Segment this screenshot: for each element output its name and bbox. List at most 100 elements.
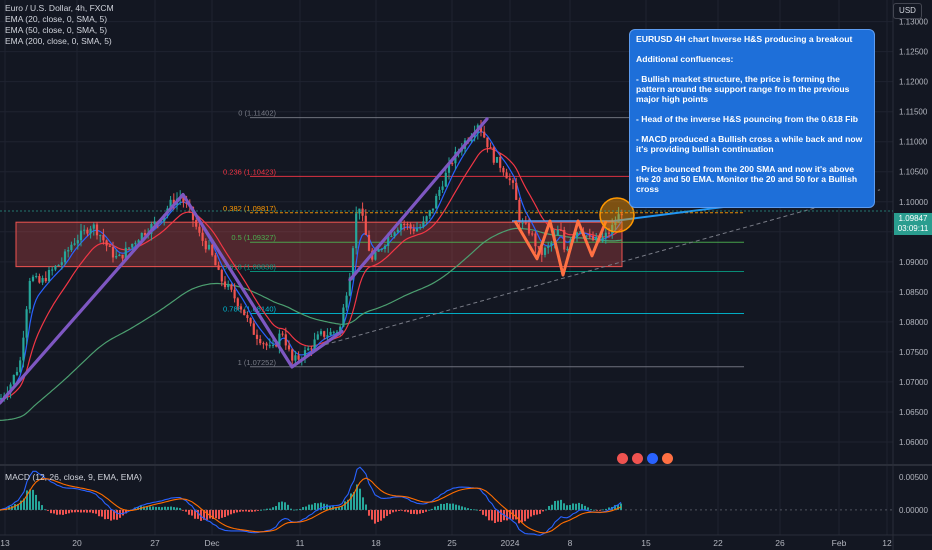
macd-histogram-bar: [272, 507, 274, 510]
candle-body: [486, 137, 489, 148]
globe-icon[interactable]: [647, 453, 658, 464]
candle-body: [332, 331, 335, 333]
candle-body: [236, 298, 239, 307]
macd-histogram-bar: [95, 509, 97, 514]
candle-body: [169, 199, 172, 209]
macd-histogram-bar: [80, 509, 82, 513]
candle-body: [201, 232, 204, 241]
macd-legend[interactable]: MACD (12, 26, close, 9, EMA, EMA): [5, 472, 142, 482]
candle-body: [431, 208, 435, 211]
macd-histogram-bar: [401, 509, 403, 511]
candle-body: [524, 222, 527, 224]
ema20-legend[interactable]: EMA (20, close, 0, SMA, 5): [5, 14, 108, 24]
candle-body: [255, 334, 259, 339]
macd-histogram-bar: [548, 506, 550, 510]
annotation-point-1: - Bullish market structure, the price is…: [636, 74, 850, 104]
macd-histogram-bar: [155, 506, 157, 510]
y-tick-label: 1.10000: [899, 198, 928, 207]
symbol-title[interactable]: Euro / U.S. Dollar, 4h, FXCM: [5, 3, 114, 13]
bar-countdown: 03:09:11: [897, 224, 929, 233]
macd-histogram-bar: [14, 504, 16, 510]
annotation-point-4: - Price bounced from the 200 SMA and now…: [636, 164, 858, 194]
ema50-legend[interactable]: EMA (50, close, 0, SMA, 5): [5, 25, 108, 35]
currency-button[interactable]: USD: [893, 3, 922, 19]
macd-histogram-bar: [20, 500, 22, 510]
annotation-callout[interactable]: EURUSD 4H chart Inverse H&S producing a …: [629, 29, 875, 208]
flag-icon[interactable]: [617, 453, 628, 464]
candle-body: [310, 348, 313, 350]
macd-histogram-bar: [257, 509, 259, 511]
candle-body: [383, 245, 387, 249]
candle-body: [406, 224, 409, 226]
flag-icon-2[interactable]: [632, 453, 643, 464]
candle-body: [124, 247, 127, 259]
candle-body: [355, 213, 358, 249]
macd-histogram-bar: [182, 509, 184, 511]
x-tick-label: 15: [641, 538, 651, 548]
event-icon[interactable]: [662, 453, 673, 464]
macd-histogram-bar: [389, 509, 391, 515]
candle-body: [313, 339, 316, 350]
macd-histogram-bar: [149, 506, 151, 510]
macd-histogram-bar: [569, 504, 571, 510]
candle-body: [415, 228, 419, 232]
macd-histogram-bar: [404, 509, 406, 512]
candle-body: [335, 331, 339, 333]
candle-body: [563, 229, 566, 250]
macd-histogram-bar: [566, 505, 568, 510]
macd-histogram-bar: [311, 504, 313, 510]
macd-histogram-bar: [197, 509, 199, 519]
candle-body: [99, 235, 102, 237]
ema200-legend[interactable]: EMA (200, close, 0, SMA, 5): [5, 36, 112, 46]
macd-histogram-bar: [446, 503, 448, 510]
candle-body: [195, 219, 198, 227]
macd-histogram-bar: [266, 508, 268, 510]
macd-histogram-bar: [74, 509, 76, 513]
macd-histogram-bar: [488, 509, 490, 521]
candle-body: [374, 251, 377, 260]
macd-histogram-bar: [356, 484, 358, 510]
annotation-point-2: - Head of the inverse H&S pouncing from …: [636, 114, 859, 124]
macd-histogram-bar: [368, 509, 370, 516]
macd-histogram-bar: [347, 499, 349, 510]
macd-histogram-bar: [614, 505, 616, 510]
breakout-highlight: [599, 197, 635, 233]
macd-histogram-bar: [23, 498, 25, 510]
candle-body: [396, 229, 399, 233]
candle-body: [483, 131, 486, 138]
macd-histogram-bar: [620, 503, 622, 510]
candle-body: [252, 323, 255, 335]
macd-histogram-bar: [248, 509, 250, 512]
candle-body: [67, 250, 70, 252]
fib-level-label: 0.382 (1.09817): [223, 204, 276, 213]
macd-histogram-bar: [194, 509, 196, 519]
macd-histogram-bar: [158, 506, 160, 510]
candle-body: [217, 265, 220, 270]
macd-histogram-bar: [212, 509, 214, 520]
macd-histogram-bar: [422, 509, 424, 513]
candle-body: [111, 246, 115, 258]
candle-body: [63, 251, 67, 263]
macd-histogram-bar: [425, 509, 427, 512]
macd-histogram-bar: [269, 508, 271, 510]
y-tick-label: 1.09000: [899, 258, 928, 267]
macd-histogram-bar: [449, 503, 451, 510]
candle-body: [566, 249, 569, 251]
candle-body: [291, 349, 294, 361]
candle-body: [230, 284, 233, 290]
macd-histogram-bar: [137, 507, 139, 510]
macd-histogram-bar: [263, 509, 265, 511]
candle-body: [531, 233, 534, 235]
macd-histogram-bar: [380, 509, 382, 521]
candle-body: [259, 338, 262, 344]
candle-body: [60, 262, 63, 265]
candle-body: [620, 214, 623, 216]
macd-histogram-bar: [305, 506, 307, 510]
macd-histogram-bar: [581, 504, 583, 510]
macd-histogram-bar: [206, 509, 208, 520]
candle-body: [207, 244, 211, 250]
macd-histogram-bar: [203, 509, 205, 520]
candle-body: [559, 229, 563, 231]
candle-body: [319, 331, 323, 335]
macd-histogram-bar: [575, 503, 577, 510]
